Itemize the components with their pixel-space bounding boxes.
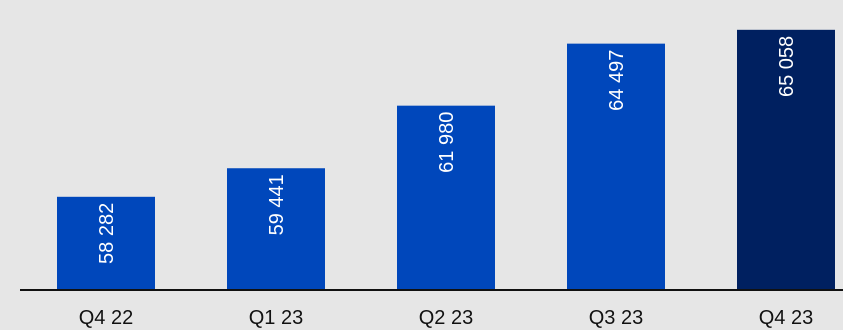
bar-value-label: 58 282: [96, 203, 118, 264]
bar-q2-23: [397, 105, 495, 291]
x-tick-label: Q1 23: [249, 307, 303, 329]
bar-value-label: 64 497: [606, 50, 628, 111]
x-tick-label: Q4 22: [79, 307, 133, 329]
x-tick-label: Q3 23: [589, 307, 643, 329]
bar-q1-23: [227, 168, 325, 290]
x-tick-label: Q4 23: [759, 307, 813, 329]
bar-q4-23: [737, 29, 835, 291]
value-labels-layer: 58 282 59 441 61 980 64 497 65 058: [96, 36, 798, 264]
bar-value-label: 65 058: [776, 36, 798, 97]
bar-value-label: 59 441: [266, 174, 288, 235]
bar-value-label: 61 980: [436, 112, 458, 173]
x-tick-labels-layer: Q4 22 Q1 23 Q2 23 Q3 23 Q4 23: [79, 307, 813, 329]
bar-q4-22: [57, 196, 155, 290]
x-tick-label: Q2 23: [419, 307, 473, 329]
bar-q3-23: [567, 43, 665, 290]
bars-layer: [57, 29, 835, 291]
